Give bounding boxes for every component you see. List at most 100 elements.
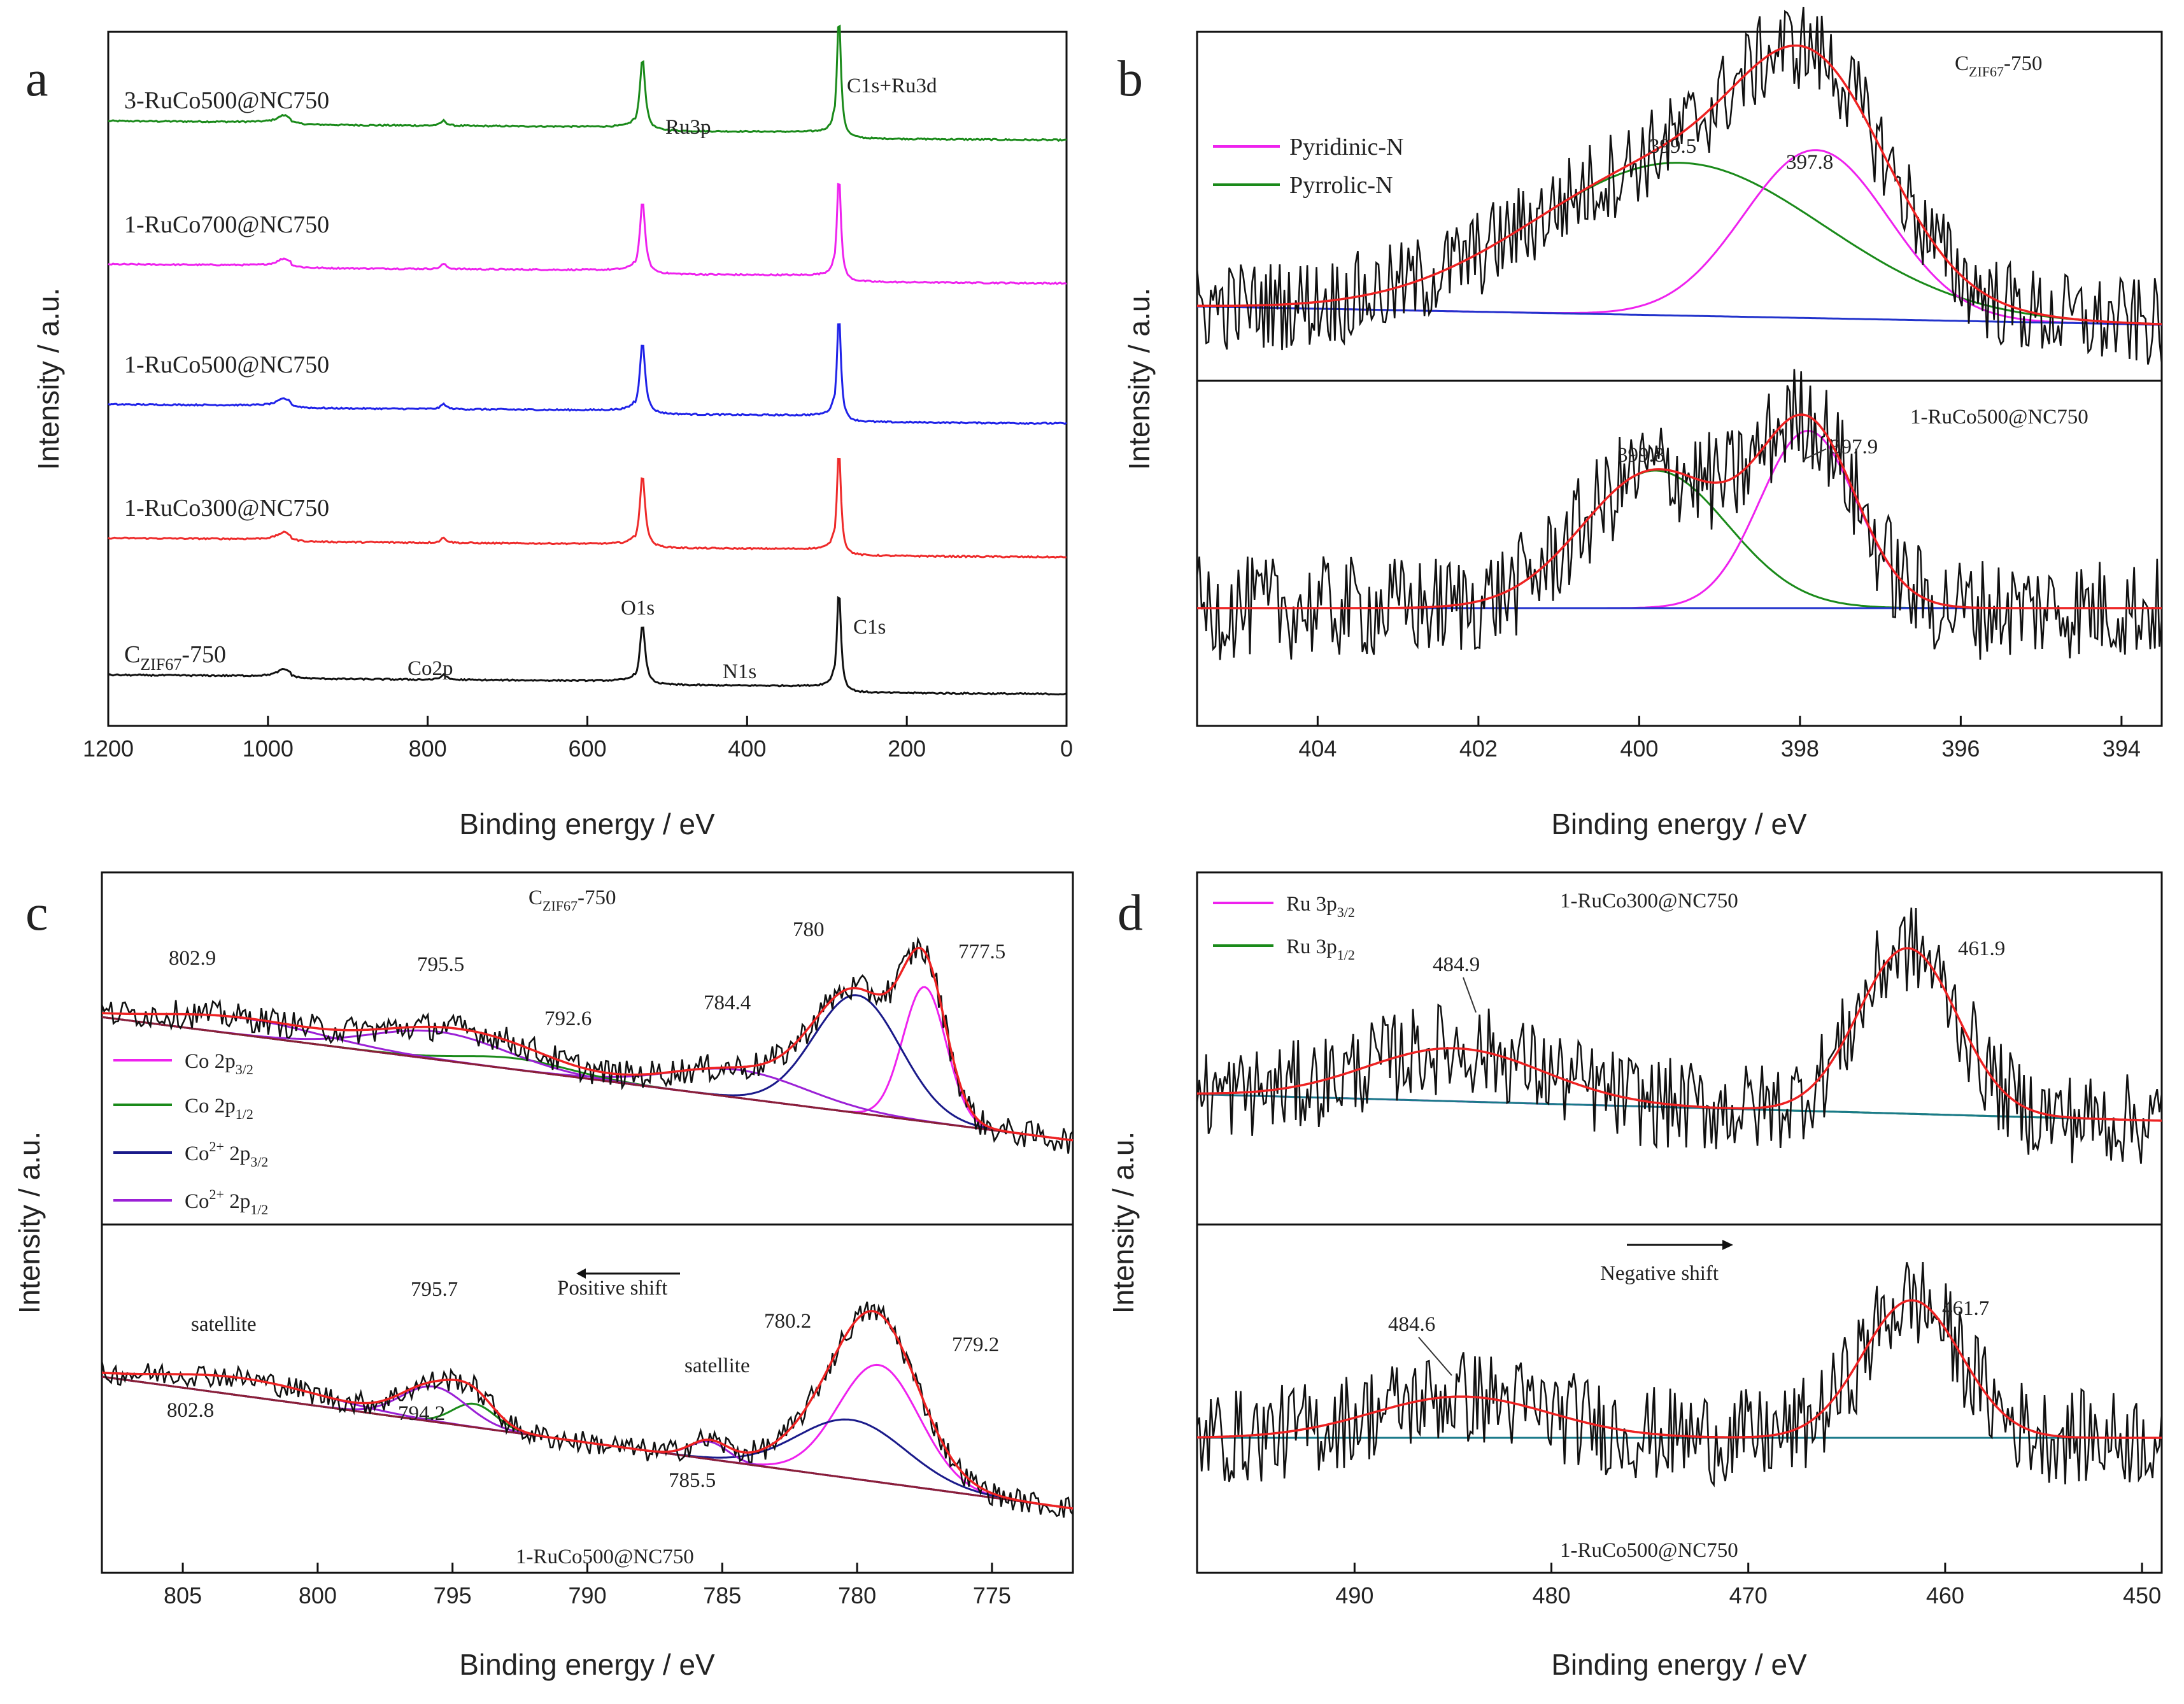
panel-1-tick-label: 400 <box>1620 735 1658 762</box>
panel-c-peak-779-2: 779.2 <box>952 1333 999 1356</box>
envelope-fit-line <box>101 946 1074 1142</box>
panel-b-x-ticks: 404 402 400 398 396 394 <box>1298 716 2141 762</box>
panel-d-xlabel: Binding energy / eV <box>1551 1648 1807 1681</box>
panel-c-x-ticks: 805 800 795 790 785 780 775 <box>164 1563 1011 1608</box>
panel-2-tick-label: 790 <box>568 1582 606 1608</box>
panel-c-legend-co2p32: Co 2p3/2 <box>185 1050 253 1077</box>
panel-0-tick-label: 1000 <box>243 735 294 762</box>
panel-b-legend-pyrrolic: Pyrrolic-N <box>1289 172 1393 199</box>
panel-a-series-line <box>108 595 1067 696</box>
panel-c-satellite-left: satellite <box>191 1313 257 1336</box>
panel-c-xlabel: Binding energy / eV <box>459 1648 715 1681</box>
panel-d-legend-ru3p12-main: Ru 3p <box>1286 935 1337 958</box>
panel-d-ylabel: Intensity / a.u. <box>1107 1132 1140 1314</box>
panel-c-legend-co2plus-2p12-mid: 2p <box>224 1190 250 1213</box>
panel-1-tick-label: 402 <box>1459 735 1498 762</box>
panel-0-tick-label: 400 <box>728 735 766 762</box>
panel-d-legend: Ru 3p3/2 Ru 3p1/2 <box>1213 893 1355 963</box>
panel-d-title-ruco300: 1-RuCo300@NC750 <box>1560 890 1738 912</box>
panel-a-label-czif67-main: C <box>124 641 140 668</box>
panel-a-annot-ru3p: Ru3p <box>665 116 711 139</box>
envelope-fit-line <box>1197 44 2162 325</box>
panel-d-peak-484-9: 484.9 <box>1433 953 1480 976</box>
panel-d-peak-461-9: 461.9 <box>1958 937 2005 960</box>
panel-c-title-ruco500: 1-RuCo500@NC750 <box>516 1545 694 1568</box>
panel-c-legend-co2plus-2p12-main: Co <box>185 1190 209 1213</box>
panel-d-shift-arrowhead <box>1722 1240 1733 1250</box>
panel-c-shift-label: Positive shift <box>557 1277 667 1300</box>
panel-a-x-ticks: 1200 1000 800 600 400 200 0 <box>83 716 1073 762</box>
panel-a: a 1200 1000 800 600 400 200 0 3-RuCo500@NC750 … <box>25 24 1073 841</box>
panel-c-legend-co2p32-sub: 3/2 <box>236 1061 253 1077</box>
panel-c-peak-802-8: 802.8 <box>167 1399 214 1422</box>
raw-spectrum-line <box>1196 907 2163 1164</box>
panel-a-series-line <box>108 323 1067 425</box>
panel-a-label-czif67-tail: -750 <box>181 641 226 668</box>
panel-d-peak-484-6: 484.6 <box>1388 1313 1435 1336</box>
panel-2-tick-label: 775 <box>973 1582 1011 1608</box>
panel-c-legend-co2p32-main: Co 2p <box>185 1050 236 1073</box>
panel-a-label-czif67-sub: ZIF67 <box>140 655 181 674</box>
panel-c-peak-795-5: 795.5 <box>417 953 464 976</box>
raw-spectrum-line <box>101 1302 1074 1518</box>
panel-c-legend-co2plus-2p32-mid: 2p <box>224 1142 250 1165</box>
panel-b-legend: Pyridinic-N Pyrrolic-N <box>1213 134 1403 199</box>
panel-a-series <box>108 24 1067 696</box>
panel-a-series-line <box>108 457 1067 559</box>
panel-b-peak-399-5: 399.5 <box>1649 135 1696 158</box>
panel-c-shift-arrowhead <box>576 1268 586 1279</box>
panel-d-legend-ru3p12: Ru 3p1/2 <box>1286 935 1355 963</box>
raw-spectrum-line <box>1196 6 2163 365</box>
panel-b-title-czif67: CZIF67-750 <box>1955 52 2043 80</box>
panel-d-peak-484-6-leader <box>1418 1337 1452 1376</box>
panel-b-letter: b <box>1117 51 1143 107</box>
panel-c-legend-co2plus-2p32: Co2+ 2p3/2 <box>185 1139 268 1170</box>
panel-d-title-ruco500: 1-RuCo500@NC750 <box>1560 1539 1738 1562</box>
panel-c-legend-co2plus-2p12-sub: 1/2 <box>250 1202 268 1218</box>
panel-c-title-czif67-main: C <box>528 886 542 909</box>
panel-c-legend-co2p12: Co 2p1/2 <box>185 1095 253 1122</box>
panel-d-peak-461-7: 461.7 <box>1942 1297 1989 1320</box>
panel-1-tick-label: 396 <box>1941 735 1980 762</box>
panel-c-legend-co2p12-sub: 1/2 <box>236 1106 253 1122</box>
panel-b-title-czif67-sub: ZIF67 <box>1969 64 2004 80</box>
panel-1-tick-label: 404 <box>1298 735 1337 762</box>
panel-c-peak-785-5: 785.5 <box>669 1469 716 1492</box>
panel-c: c 805 800 795 790 785 780 775 Co 2p3/2 Co 2p1/… <box>13 871 1074 1681</box>
panel-c-peak-777-5: 777.5 <box>958 941 1005 963</box>
raw-spectrum-line <box>1196 369 2163 660</box>
panel-c-peak-780: 780 <box>793 918 825 941</box>
panel-c-ylabel: Intensity / a.u. <box>13 1132 46 1314</box>
panel-a-series-line <box>108 24 1067 142</box>
panel-d-x-ticks: 490 480 470 460 450 <box>1335 1563 2161 1608</box>
panel-c-legend: Co 2p3/2 Co 2p1/2 Co2+ 2p3/2 Co2+ 2p1/2 <box>113 1050 268 1218</box>
panel-d-legend-ru3p32-sub: 3/2 <box>1337 904 1355 920</box>
panel-b-title-czif67-tail: -750 <box>2004 52 2043 75</box>
panel-a-annot-n1s: N1s <box>723 660 756 683</box>
panel-1-tick-label: 394 <box>2102 735 2141 762</box>
panel-d-legend-ru3p12-sub: 1/2 <box>1337 947 1355 963</box>
panel-d-peak-484-9-leader <box>1463 977 1477 1013</box>
panel-a-label-3-ruco500: 3-RuCo500@NC750 <box>124 87 329 114</box>
envelope-fit-line <box>1197 413 2162 609</box>
panel-a-label-1-ruco700: 1-RuCo700@NC750 <box>124 211 329 238</box>
panel-a-label-1-ruco300: 1-RuCo300@NC750 <box>124 495 329 522</box>
panel-a-annot-co2p: Co2p <box>408 657 453 680</box>
panel-c-series <box>101 936 1074 1518</box>
panel-b-peak-399-8: 399.8 <box>1617 444 1664 467</box>
raw-spectrum-line <box>1196 1262 2163 1487</box>
panel-3-tick-label: 460 <box>1926 1582 1964 1608</box>
panel-b-title-czif67-main: C <box>1955 52 1969 75</box>
panel-c-peak-780-2: 780.2 <box>764 1310 811 1333</box>
panel-0-tick-label: 800 <box>409 735 447 762</box>
background-line <box>1196 1093 2162 1122</box>
panel-0-tick-label: 1200 <box>83 735 134 762</box>
panel-c-legend-co2plus-2p32-sup: 2+ <box>209 1139 224 1154</box>
panel-a-ylabel: Intensity / a.u. <box>32 288 65 470</box>
panel-3-tick-label: 480 <box>1532 1582 1570 1608</box>
panel-a-xlabel: Binding energy / eV <box>459 807 715 841</box>
panel-c-title-czif67: CZIF67-750 <box>528 886 616 914</box>
panel-a-annot-o1s: O1s <box>621 597 655 620</box>
